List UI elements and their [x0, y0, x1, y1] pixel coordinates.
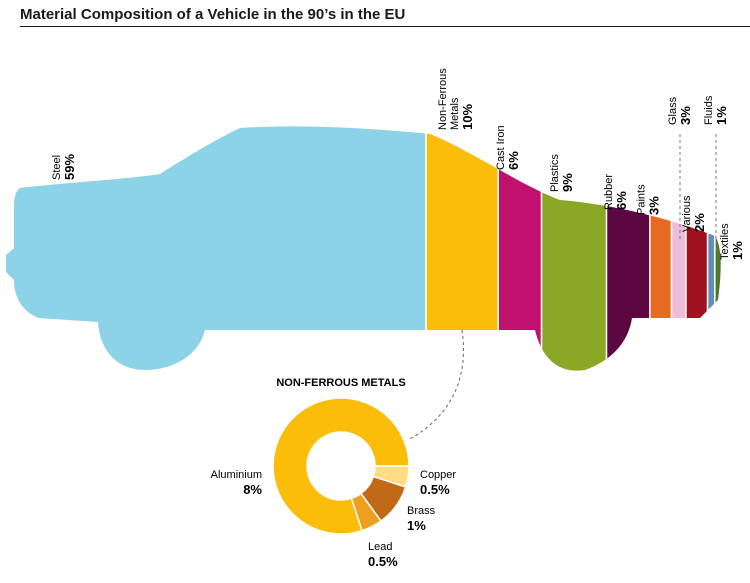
category-label: Rubber [603, 174, 615, 210]
label-fluids: Fluids 1% [703, 95, 729, 125]
donut-slice-lead [350, 492, 383, 532]
category-label: Non-Ferrous [437, 68, 449, 130]
donut-category-label: Brass [407, 505, 436, 517]
donut-value-label: 0.5% [368, 554, 398, 569]
value-label: 6% [506, 151, 521, 170]
value-label: 3% [678, 106, 693, 125]
bar-non-ferrous-metals [425, 126, 499, 371]
value-label: 1% [730, 241, 745, 260]
bar-plastics [541, 126, 607, 371]
value-label: 6% [614, 191, 629, 210]
category-label: Paints [636, 184, 648, 215]
donut-connector [407, 329, 464, 441]
label-non-ferrous-metals: Non-Ferrous Metals 10% [437, 68, 475, 130]
bar-various [671, 126, 686, 371]
value-label: 1% [714, 106, 729, 125]
donut-slice-aluminium [272, 397, 410, 535]
value-label: 3% [647, 196, 662, 215]
label-various: Various 2% [681, 195, 707, 232]
bar-paints [649, 126, 672, 371]
label-rubber: Rubber 6% [603, 174, 629, 210]
label-textiles: Textiles 1% [719, 223, 745, 260]
value-label: 9% [560, 173, 575, 192]
bar-glass [685, 126, 708, 371]
category-label: Fluids [703, 95, 715, 125]
category-label: Various [681, 195, 693, 232]
donut-category-label: Aluminium [211, 469, 262, 481]
donut-category-label: Lead [368, 541, 392, 553]
bar-textiles [714, 126, 721, 371]
label-plastics: Plastics 9% [549, 154, 575, 192]
value-label: 10% [460, 104, 475, 130]
chart-title: Material Composition of a Vehicle in the… [20, 6, 406, 23]
label-paints: Paints 3% [636, 184, 662, 215]
donut-category-label: Copper [420, 469, 456, 481]
category-label: Cast Iron [495, 125, 507, 170]
category-label: Steel [51, 155, 63, 180]
category-label: Plastics [549, 154, 561, 192]
label-glass: Glass 3% [667, 96, 693, 125]
category-label: Glass [667, 96, 679, 125]
donut-value-label: 0.5% [420, 482, 450, 497]
label-cast-iron: Cast Iron 6% [495, 125, 521, 170]
bar-steel [6, 126, 426, 371]
donut-value-label: 1% [407, 518, 426, 533]
category-label: Textiles [719, 223, 731, 260]
label-steel: Steel 59% [51, 154, 77, 180]
title-rule [20, 26, 750, 27]
category-label: Metals [449, 97, 461, 130]
donut-title: NON-FERROUS METALS [276, 377, 405, 389]
value-label: 2% [692, 213, 707, 232]
bar-rubber [606, 126, 650, 371]
value-label: 59% [62, 154, 77, 180]
bar-fluids [707, 126, 715, 371]
donut-value-label: 8% [243, 482, 262, 497]
